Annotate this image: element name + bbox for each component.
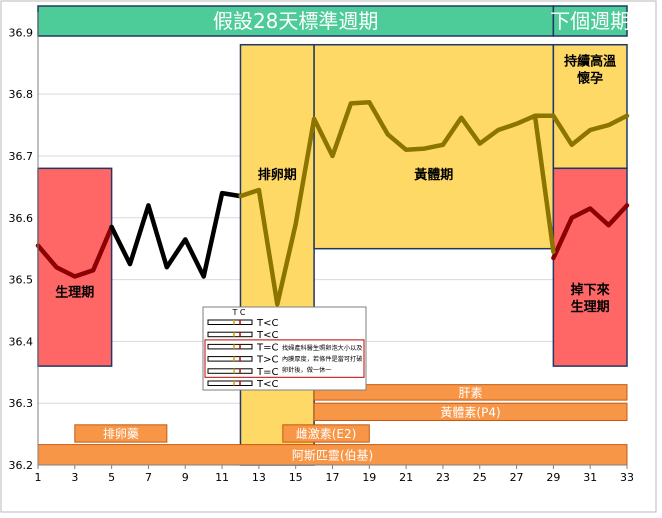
inset-header: T C xyxy=(231,308,245,317)
header-band-label: 下個週期 xyxy=(550,9,630,33)
x-tick-label: 7 xyxy=(145,471,152,484)
temperature-lines xyxy=(35,99,630,307)
test-strip xyxy=(207,368,253,374)
x-tick-label: 33 xyxy=(620,471,634,484)
test-strip xyxy=(207,331,253,338)
medication-label: 雌激素(E2) xyxy=(296,426,357,441)
y-tick-label: 36.2 xyxy=(9,459,34,472)
x-tick-label: 29 xyxy=(546,471,560,484)
x-tick-label: 25 xyxy=(473,471,487,484)
phase-label: 排卵期 xyxy=(258,167,297,183)
y-tick-label: 36.7 xyxy=(9,150,34,163)
x-tick-label: 17 xyxy=(326,471,340,484)
series-line xyxy=(551,203,630,261)
x-tick-label: 21 xyxy=(399,471,413,484)
x-tick-label: 31 xyxy=(583,471,597,484)
phase-label: 生理期 xyxy=(55,284,94,300)
test-strip xyxy=(207,380,253,386)
highlight-box xyxy=(204,339,365,378)
x-tick-label: 1 xyxy=(35,471,42,484)
test-strip xyxy=(207,319,253,325)
medication-bar xyxy=(74,424,168,443)
header-band xyxy=(552,5,628,37)
inset-note: 卵針後，做一休一 xyxy=(282,366,332,374)
y-tick-label: 36.5 xyxy=(9,274,34,287)
phase-label: 持續高溫 xyxy=(564,53,616,69)
test-strip xyxy=(207,356,253,362)
series-line xyxy=(532,113,630,148)
x-tick-label: 23 xyxy=(436,471,450,484)
strip-result: T<C xyxy=(256,379,278,390)
strip-result: T=C xyxy=(256,367,278,378)
y-tick-label: 36.6 xyxy=(9,212,34,225)
phase-region xyxy=(37,167,113,367)
phase-label: 掉下來 xyxy=(571,282,611,298)
inset-note: 找婦產科醫生照卵泡大小以及 xyxy=(282,344,362,352)
medication-bar xyxy=(282,424,370,443)
phase-region xyxy=(239,43,315,466)
medication-label: 排卵藥 xyxy=(103,427,139,441)
axes: 36.236.336.436.536.636.736.836.91 3 5 7 9 11 1… xyxy=(9,12,634,484)
phase-label: 懷孕 xyxy=(577,70,603,86)
x-tick-label: 27 xyxy=(510,471,524,484)
phase-label: 生理期 xyxy=(571,299,610,315)
x-tick-label: 19 xyxy=(362,471,376,484)
y-tick-label: 36.3 xyxy=(9,397,34,410)
phase-label: 黃體期 xyxy=(413,167,453,183)
y-tick-label: 36.8 xyxy=(9,88,34,101)
y-tick-label: 36.4 xyxy=(9,335,34,348)
medication-label: 黃體素(P4) xyxy=(440,405,500,419)
series-line xyxy=(35,224,114,279)
x-tick-label: 5 xyxy=(108,471,115,484)
x-tick-label: 9 xyxy=(182,471,189,484)
x-tick-label: 13 xyxy=(252,471,266,484)
medication-label: 肝素 xyxy=(459,386,483,400)
strip-result: T<C xyxy=(256,318,278,329)
test-strip-inset: T CT<CT<CT=CT>CT=CT<C找婦產科醫生照卵泡大小以及內膜厚度，若… xyxy=(202,306,367,391)
phase-region xyxy=(552,43,628,170)
strip-result: T=C xyxy=(256,342,278,353)
medication-label: 阿斯匹靈(伯基) xyxy=(292,447,373,462)
header-bands: 假設28天標準週期 下個週期 xyxy=(37,5,630,37)
inset-note: 內膜厚度，若條件是當可打破 xyxy=(282,355,362,363)
x-tick-label: 3 xyxy=(71,471,78,484)
series-line xyxy=(109,190,243,279)
x-tick-label: 11 xyxy=(215,471,229,484)
test-strip xyxy=(207,343,253,350)
y-tick-label: 36.9 xyxy=(9,26,34,39)
strip-result: T<C xyxy=(256,330,278,341)
series-line xyxy=(238,99,556,307)
medication-bar xyxy=(313,384,628,401)
phase-region xyxy=(552,167,628,367)
medication-bar xyxy=(313,402,628,422)
x-tick-label: 15 xyxy=(289,471,303,484)
header-band-label: 假設28天標準週期 xyxy=(213,9,378,33)
strip-result: T>C xyxy=(256,355,278,366)
